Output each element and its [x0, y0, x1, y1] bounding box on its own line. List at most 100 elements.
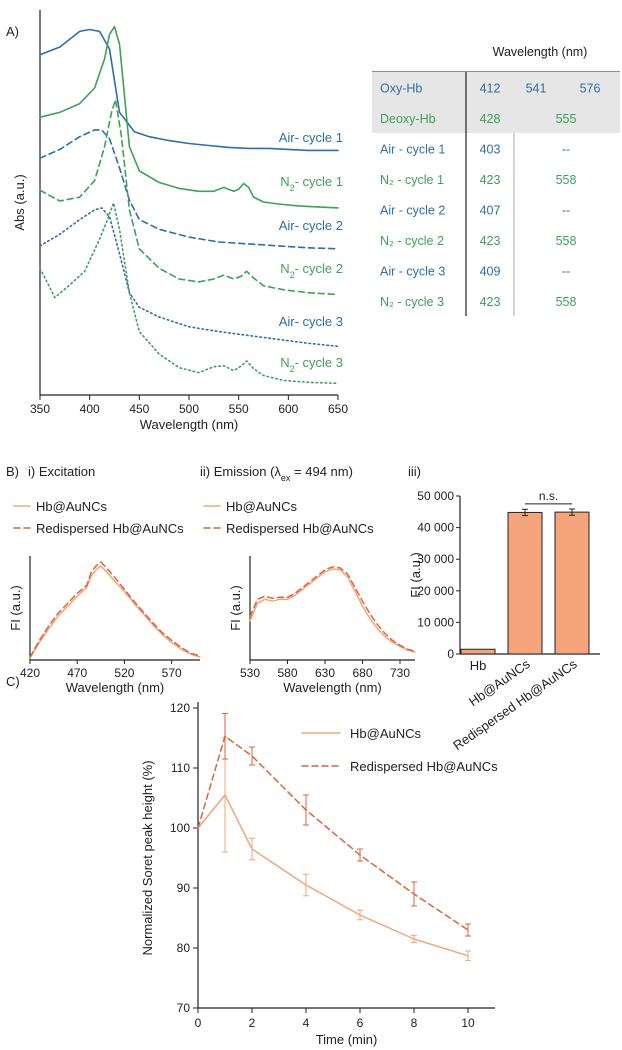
table-cell: -- — [562, 203, 570, 217]
emission-title: ii) Emission (λex = 494 nm) — [200, 464, 353, 483]
x-tick-label: 6 — [357, 1016, 364, 1030]
y-axis-label: FI (a.u.) — [228, 585, 243, 631]
series-label: N2- cycle 2 — [280, 261, 343, 280]
table-row-label: Deoxy-Hb — [380, 112, 436, 126]
y-axis-label: FI (a.u.) — [8, 585, 23, 631]
series-label: Air- cycle 2 — [279, 218, 343, 233]
spectrum-n2-cycle-1 — [39, 25, 339, 209]
series-label-tail: - cycle 3 — [295, 355, 343, 370]
series-label-main: Air- cycle 3 — [279, 314, 343, 329]
y-tick-label: 100 — [170, 821, 190, 835]
y-tick-label: 20 000 — [417, 584, 454, 598]
x-axis-label: Wavelength (nm) — [66, 680, 165, 695]
table-cell: 403 — [480, 142, 501, 156]
y-tick-label: 50 000 — [417, 489, 454, 503]
series-label-tail: - cycle 1 — [295, 174, 343, 189]
spectrum-line — [29, 561, 201, 658]
emission-title-sub: ex — [281, 473, 291, 483]
table-cell: -- — [562, 264, 570, 278]
table-header: Wavelength (nm) — [493, 45, 588, 59]
x-tick-label: 0 — [195, 1016, 202, 1030]
spectrum-line — [249, 566, 416, 652]
x-tick-label: 470 — [67, 666, 87, 680]
legend-label: Redispersed Hb@AuNCs — [226, 521, 374, 536]
series-label-main: Air- cycle 1 — [279, 130, 343, 145]
table-cell: 428 — [480, 112, 501, 126]
table-row-label: N₂ - cycle 2 — [380, 234, 444, 248]
panel-a-absorbance-plot: 350 400 450 500 550 600 650 Wavelength (nm) Abs … — [12, 10, 348, 432]
table-cell: 407 — [480, 203, 501, 217]
x-tick-label: 530 — [240, 666, 260, 680]
y-axis-label: FI (a.u.) — [408, 552, 423, 598]
series-label-main: N — [280, 174, 289, 189]
legend-label: Redispersed Hb@AuNCs — [36, 521, 184, 536]
legend-label: Hb@AuNCs — [36, 499, 107, 514]
y-tick-label: 70 — [177, 1001, 191, 1015]
legend-label: Hb@AuNCs — [350, 726, 421, 741]
x-tick-label: 4 — [303, 1016, 310, 1030]
x-axis-label: Wavelength (nm) — [140, 417, 239, 432]
panel-c-soret-plot: 70 80 90 100 110 120 0 2 4 6 8 10 Time (min) Normaliz… — [140, 701, 498, 1047]
x-tick-label: 520 — [114, 666, 134, 680]
spectrum-air-cycle-2 — [39, 129, 339, 250]
excitation-title: i) Excitation — [28, 464, 95, 479]
spectrum-line — [249, 568, 416, 653]
series-label-main: N — [280, 261, 289, 276]
x-tick-label: 580 — [277, 666, 297, 680]
series-label: Air- cycle 1 — [279, 130, 343, 145]
panel-b-label: B) — [6, 464, 19, 479]
x-tick-label: 420 — [20, 666, 40, 680]
y-tick-label: 30 000 — [417, 552, 454, 566]
series-label: Air- cycle 3 — [279, 314, 343, 329]
series-label-main: Air- cycle 2 — [279, 218, 343, 233]
spectrum-air-cycle-3 — [39, 207, 339, 348]
table-row-label: Air - cycle 2 — [380, 203, 445, 217]
x-tick-label: 550 — [229, 402, 249, 416]
y-tick-label: 0 — [447, 647, 454, 661]
series-label: N2- cycle 3 — [280, 355, 343, 374]
table-cell: 558 — [556, 234, 577, 248]
x-tick-label: 400 — [80, 402, 100, 416]
x-tick-label: 730 — [390, 666, 410, 680]
x-tick-label: 450 — [129, 402, 149, 416]
table-row-label: Oxy-Hb — [380, 81, 422, 95]
emission-plot: 530 580 630 680 730 Wavelength (nm) FI (a.u.) — [228, 556, 416, 695]
table-cell: 409 — [480, 264, 501, 278]
spectrum-air-cycle-1 — [39, 28, 339, 152]
series-label-sub: 2 — [290, 270, 295, 280]
table-cell: 558 — [556, 173, 577, 187]
y-tick-label: 40 000 — [417, 521, 454, 535]
bar-redispersed-hb-auncs — [554, 511, 590, 655]
x-tick-label: 500 — [179, 402, 199, 416]
x-tick-label: 630 — [315, 666, 335, 680]
y-tick-label: 10 000 — [417, 615, 454, 629]
table-row-label: N₂ - cycle 3 — [380, 295, 444, 309]
series-label-main: N — [280, 355, 289, 370]
panel-a-label: A) — [6, 24, 19, 39]
x-tick-label: 2 — [249, 1016, 256, 1030]
spectrum-n2-cycle-2 — [39, 98, 339, 296]
bar-hb — [460, 648, 496, 655]
table-row-label: N₂ - cycle 1 — [380, 173, 444, 187]
series-label-tail: - cycle 2 — [295, 261, 343, 276]
x-tick-label: 680 — [352, 666, 372, 680]
table-cell: 412 — [480, 81, 501, 95]
y-axis-label: Abs (a.u.) — [12, 174, 27, 230]
x-axis-label: Time (min) — [316, 1032, 378, 1047]
spectrum-n2-cycle-3 — [39, 202, 339, 385]
series-label-sub: 2 — [290, 183, 295, 193]
legend-label: Hb@AuNCs — [226, 499, 297, 514]
table-cell: 558 — [556, 295, 577, 309]
spectrum-line — [29, 565, 201, 659]
x-tick-label: 570 — [162, 666, 182, 680]
x-tick-label: 600 — [278, 402, 298, 416]
table-cell: 576 — [580, 81, 601, 95]
significance-label: n.s. — [539, 489, 558, 503]
y-tick-label: 80 — [177, 941, 191, 955]
table-row-shade — [372, 72, 620, 103]
table-row-label: Air - cycle 3 — [380, 264, 445, 278]
series-label-sub: 2 — [290, 364, 295, 374]
x-tick-label: 10 — [461, 1016, 475, 1030]
